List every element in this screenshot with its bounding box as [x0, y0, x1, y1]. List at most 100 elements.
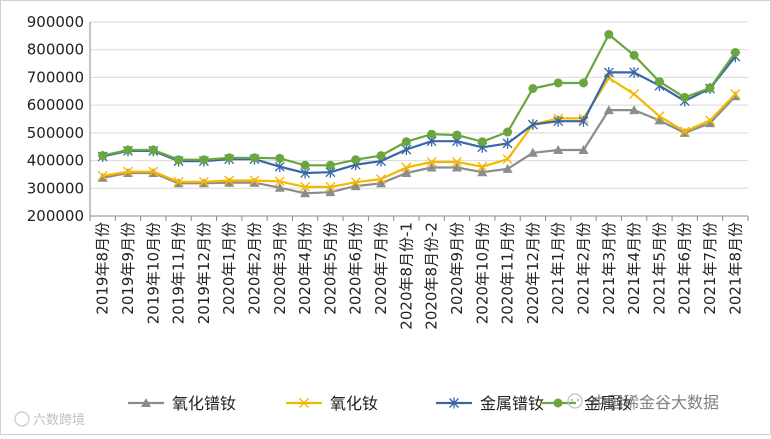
x-tick-label: 2020年12月份 — [524, 222, 542, 324]
data-point — [401, 168, 412, 178]
data-point — [604, 29, 614, 39]
data-point — [705, 115, 716, 126]
data-point — [300, 160, 310, 170]
y-tick-label: 200000 — [27, 207, 84, 225]
series-layer — [97, 29, 741, 198]
data-point — [198, 176, 209, 187]
data-point — [174, 155, 184, 165]
data-point — [199, 155, 209, 165]
x-tick-label: 2021年7月份 — [701, 222, 719, 315]
data-point — [224, 153, 234, 163]
data-point — [351, 155, 361, 165]
x-tick-label: 2020年2月份 — [246, 222, 264, 315]
data-point — [578, 115, 589, 127]
data-point — [527, 147, 538, 157]
data-point — [730, 89, 741, 100]
y-tick-label: 800000 — [27, 41, 84, 59]
x-tick-label: 2020年8月份-2 — [423, 222, 441, 330]
x-tick-label: 2020年11月份 — [499, 222, 517, 324]
data-point — [224, 177, 235, 187]
data-point — [122, 166, 133, 177]
legend-item: 氧化钕 — [286, 394, 378, 413]
wechat-icon — [567, 393, 583, 409]
x-tick-label: 2021年6月份 — [676, 222, 694, 315]
data-point — [426, 156, 437, 167]
data-point — [553, 145, 564, 155]
x-tick-label: 2020年6月份 — [347, 222, 365, 315]
x-tick-label: 2021年1月份 — [549, 222, 567, 315]
data-point — [275, 153, 285, 163]
watermark-right-text: 中国稀金谷大数据 — [591, 393, 719, 412]
data-point — [97, 172, 108, 182]
data-point — [123, 145, 133, 155]
x-tick-label: 2019年11月份 — [170, 222, 188, 324]
x-tick-label: 2021年3月份 — [600, 222, 618, 315]
data-point — [553, 398, 563, 408]
x-tick-label: 2019年8月份 — [94, 222, 112, 315]
data-point — [250, 153, 259, 163]
x-tick-label: 2021年4月份 — [625, 222, 643, 315]
legend-label: 氧化钕 — [330, 394, 378, 413]
data-point — [553, 115, 564, 127]
series-line — [102, 95, 737, 195]
y-axis: 200000 300000 400000 500000 600000 700000 8000… — [27, 13, 91, 225]
legend-label: 金属钕 — [584, 394, 632, 413]
data-point — [325, 187, 336, 197]
data-point — [603, 66, 614, 78]
data-point — [98, 151, 108, 161]
x-tick-label: 2020年3月份 — [271, 222, 289, 315]
data-point — [376, 151, 386, 161]
data-point — [249, 175, 260, 186]
x-tick-label: 2019年9月份 — [119, 222, 137, 315]
watermark-right: 中国稀金谷大数据 — [567, 393, 719, 412]
x-tick-label: 2021年2月份 — [575, 222, 593, 315]
x-tick-label: 2020年7月份 — [372, 222, 390, 315]
x-tick-label: 2019年12月份 — [195, 222, 213, 324]
x-tick-label: 2019年10月份 — [144, 222, 162, 324]
data-point — [325, 181, 336, 192]
legend: 氧化镨钕 氧化钕 金属镨钕 金属钕 — [128, 394, 632, 413]
data-point — [451, 156, 462, 167]
x-tick-label: 2020年4月份 — [296, 222, 314, 315]
data-point — [477, 137, 487, 147]
data-point — [173, 176, 184, 187]
data-point — [503, 127, 513, 137]
wechat-icon-dot — [576, 398, 580, 402]
data-point — [274, 176, 285, 187]
data-point — [325, 160, 335, 170]
data-point — [350, 181, 361, 191]
data-point — [679, 126, 690, 137]
data-point — [401, 162, 412, 173]
legend-item: 金属钕 — [540, 394, 632, 413]
y-tick-label: 300000 — [27, 179, 84, 197]
data-point — [654, 77, 664, 87]
data-point — [527, 119, 538, 131]
data-point — [705, 83, 715, 93]
data-point — [730, 47, 740, 57]
data-point — [427, 129, 437, 139]
data-point — [376, 178, 387, 188]
data-point — [350, 177, 361, 188]
data-point — [401, 137, 411, 147]
watermark-left: 六数跨境 — [14, 411, 85, 428]
data-point — [299, 398, 309, 408]
x-tick-label: 2021年8月份 — [726, 222, 744, 315]
data-point — [224, 175, 235, 186]
data-point — [654, 111, 665, 122]
x-tick-label: 2020年10月份 — [473, 222, 491, 324]
legend-item: 氧化镨钕 — [128, 394, 236, 413]
legend-item: 金属镨钕 — [436, 394, 544, 413]
data-point — [553, 78, 563, 88]
data-point — [629, 89, 640, 100]
data-point — [426, 162, 437, 172]
data-point — [274, 182, 285, 192]
data-point — [300, 181, 311, 192]
data-point — [148, 166, 159, 177]
legend-label: 金属镨钕 — [480, 394, 544, 413]
y-tick-label: 500000 — [27, 124, 84, 142]
data-point — [603, 105, 614, 115]
data-point — [502, 137, 513, 149]
legend-label: 氧化镨钕 — [172, 394, 236, 413]
data-point — [97, 170, 108, 181]
y-tick-label: 600000 — [27, 96, 84, 114]
